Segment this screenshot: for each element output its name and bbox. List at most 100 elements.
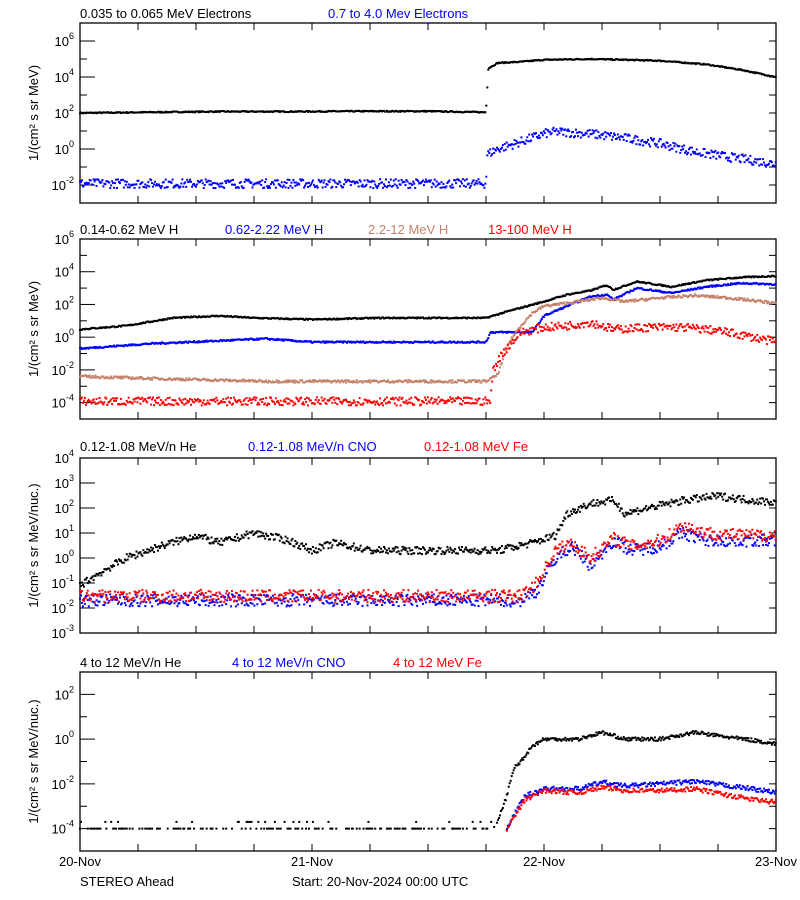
- data-point: [511, 337, 514, 340]
- data-point: [526, 546, 529, 549]
- data-point: [299, 178, 302, 181]
- data-point: [234, 539, 237, 542]
- data-point: [423, 381, 426, 384]
- data-point: [459, 185, 462, 188]
- data-point: [303, 186, 306, 189]
- data-point: [464, 546, 467, 549]
- data-point: [480, 182, 483, 185]
- data-point: [247, 537, 250, 540]
- data-point: [600, 326, 603, 329]
- data-point: [616, 324, 619, 327]
- data-point: [343, 541, 346, 544]
- data-point: [281, 338, 284, 341]
- data-point: [79, 584, 82, 587]
- data-point: [660, 324, 663, 327]
- data-point: [734, 158, 737, 161]
- data-point: [600, 297, 603, 300]
- data-point: [146, 401, 149, 404]
- data-point: [315, 396, 318, 399]
- data-point: [686, 289, 689, 292]
- data-point: [742, 299, 745, 302]
- data-point: [528, 541, 531, 544]
- data-point: [445, 401, 448, 404]
- data-point: [160, 402, 163, 405]
- data-point: [291, 379, 294, 382]
- data-point: [554, 323, 557, 326]
- data-point: [250, 401, 253, 404]
- data-point: [154, 544, 157, 547]
- data-point: [557, 321, 560, 324]
- data-point: [264, 537, 267, 540]
- data-point: [769, 336, 772, 339]
- data-point: [259, 180, 262, 183]
- data-point: [119, 377, 122, 380]
- data-point: [154, 180, 157, 183]
- data-point: [160, 319, 163, 322]
- data-point: [663, 144, 666, 147]
- data-point: [449, 379, 452, 382]
- data-point: [515, 140, 518, 143]
- data-point: [164, 544, 167, 547]
- data-point: [743, 161, 746, 164]
- data-point: [752, 298, 755, 301]
- data-point: [162, 402, 165, 405]
- data-point: [336, 403, 339, 406]
- data-point: [164, 398, 167, 401]
- data-point: [552, 531, 555, 534]
- data-point: [498, 546, 501, 549]
- data-point: [465, 401, 468, 404]
- data-point: [429, 379, 432, 382]
- data-point: [345, 379, 348, 382]
- data-point: [712, 328, 715, 331]
- data-point: [456, 381, 459, 384]
- data-point: [277, 110, 280, 113]
- data-point: [252, 183, 255, 186]
- data-point: [738, 298, 741, 301]
- data-point: [554, 130, 557, 133]
- data-point: [718, 155, 721, 158]
- data-point: [151, 182, 154, 185]
- data-point: [200, 404, 203, 407]
- data-point: [447, 180, 450, 183]
- data-point: [274, 397, 277, 400]
- data-point: [505, 351, 508, 354]
- data-point: [155, 184, 158, 187]
- data-point: [406, 180, 409, 183]
- data-point: [311, 379, 314, 382]
- data-point: [462, 550, 465, 553]
- data-point: [591, 504, 594, 507]
- data-point: [460, 403, 463, 406]
- data-point: [140, 376, 143, 379]
- data-point: [180, 377, 183, 380]
- data-point: [407, 552, 410, 555]
- data-point: [126, 344, 129, 347]
- data-point: [730, 152, 733, 155]
- data-point: [347, 379, 350, 382]
- data-point: [138, 186, 141, 189]
- data-point: [436, 184, 439, 187]
- data-point: [451, 551, 454, 554]
- data-point: [147, 181, 150, 184]
- y-tick-label: 10-2: [52, 360, 74, 378]
- data-point: [376, 548, 379, 551]
- data-point: [424, 552, 427, 555]
- data-point: [85, 181, 88, 184]
- data-point: [694, 152, 697, 155]
- data-point: [761, 338, 764, 341]
- data-point: [704, 296, 707, 299]
- data-point: [464, 396, 467, 399]
- data-point: [252, 534, 255, 537]
- data-point: [487, 68, 490, 71]
- data-point: [263, 535, 266, 538]
- data-point: [334, 401, 337, 404]
- data-point: [212, 542, 215, 545]
- data-point: [359, 544, 362, 547]
- data-point: [388, 184, 391, 187]
- data-point: [102, 185, 105, 188]
- data-point: [490, 549, 493, 552]
- data-point: [634, 323, 637, 326]
- data-point: [212, 399, 215, 402]
- data-point: [499, 147, 502, 150]
- data-point: [578, 510, 581, 513]
